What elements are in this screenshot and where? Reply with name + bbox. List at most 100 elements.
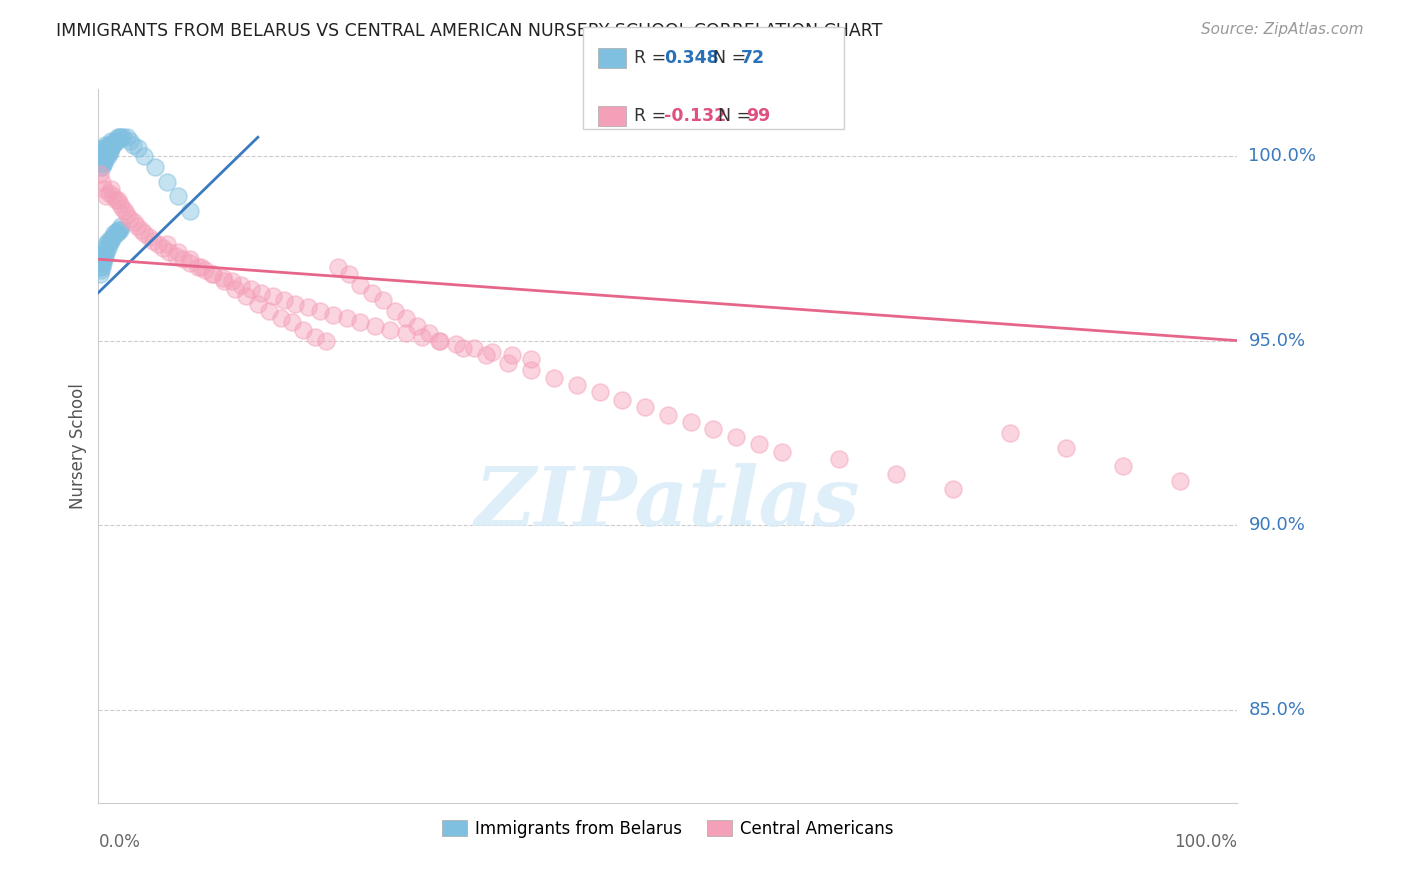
Point: [103, 137, 125, 152]
Point: [186, 260, 208, 274]
Point: [612, 392, 634, 407]
Point: [201, 267, 224, 281]
Point: [93, 244, 115, 259]
Point: [411, 330, 433, 344]
Point: [120, 211, 142, 226]
Point: [322, 308, 344, 322]
Point: [211, 270, 233, 285]
Point: [679, 415, 702, 429]
Point: [110, 219, 132, 233]
Text: R =: R =: [634, 49, 672, 67]
Point: [129, 223, 152, 237]
Point: [156, 237, 179, 252]
Point: [90, 145, 112, 159]
Point: [96, 189, 118, 203]
Point: [127, 219, 149, 233]
Point: [463, 341, 485, 355]
Point: [212, 275, 235, 289]
Text: N =: N =: [707, 107, 756, 125]
Point: [309, 304, 332, 318]
Point: [179, 256, 201, 270]
Point: [360, 285, 382, 300]
Point: [240, 282, 263, 296]
Text: -0.132: -0.132: [664, 107, 725, 125]
Point: [146, 237, 169, 252]
Point: [418, 326, 440, 341]
Point: [89, 267, 111, 281]
Point: [89, 167, 111, 181]
Point: [262, 289, 284, 303]
Point: [828, 452, 851, 467]
Point: [427, 334, 450, 348]
Point: [107, 193, 129, 207]
Point: [98, 145, 121, 159]
Point: [89, 160, 111, 174]
Point: [97, 237, 120, 252]
Point: [90, 160, 112, 174]
Point: [97, 145, 120, 159]
Point: [91, 249, 114, 263]
Point: [108, 223, 131, 237]
Point: [748, 437, 770, 451]
Text: 100.0%: 100.0%: [1249, 147, 1316, 165]
Point: [104, 227, 127, 241]
Point: [1054, 441, 1078, 455]
Text: 95.0%: 95.0%: [1249, 332, 1306, 350]
Point: [292, 322, 315, 336]
Point: [229, 278, 252, 293]
Point: [100, 141, 122, 155]
Point: [884, 467, 907, 481]
Text: 90.0%: 90.0%: [1249, 516, 1305, 534]
Point: [93, 141, 115, 155]
Point: [132, 227, 155, 241]
Point: [105, 134, 128, 148]
Point: [105, 227, 128, 241]
Point: [138, 230, 160, 244]
Point: [1170, 474, 1192, 488]
Point: [90, 156, 112, 170]
Point: [481, 344, 503, 359]
Point: [96, 141, 118, 155]
Point: [110, 130, 132, 145]
Point: [221, 275, 243, 289]
Text: IMMIGRANTS FROM BELARUS VS CENTRAL AMERICAN NURSERY SCHOOL CORRELATION CHART: IMMIGRANTS FROM BELARUS VS CENTRAL AMERI…: [56, 22, 883, 40]
Point: [90, 263, 112, 277]
Point: [194, 263, 217, 277]
Point: [91, 141, 114, 155]
Text: Source: ZipAtlas.com: Source: ZipAtlas.com: [1201, 22, 1364, 37]
Text: 0.348: 0.348: [664, 49, 718, 67]
Text: 72: 72: [741, 49, 765, 67]
Point: [111, 201, 134, 215]
Point: [444, 337, 467, 351]
Point: [202, 267, 225, 281]
Point: [702, 422, 724, 436]
Point: [157, 244, 180, 259]
Point: [107, 130, 129, 145]
Point: [315, 334, 337, 348]
Point: [115, 130, 138, 145]
Point: [190, 260, 212, 274]
Point: [96, 149, 118, 163]
Point: [94, 249, 117, 263]
Point: [89, 153, 111, 167]
Point: [998, 425, 1021, 440]
Point: [100, 234, 122, 248]
Point: [96, 237, 118, 252]
Point: [378, 322, 401, 336]
Point: [337, 267, 360, 281]
Point: [94, 241, 117, 255]
Point: [565, 378, 588, 392]
Point: [281, 315, 304, 329]
Point: [90, 149, 112, 163]
Point: [167, 189, 190, 203]
Point: [165, 249, 187, 263]
Point: [501, 348, 523, 362]
Point: [120, 134, 142, 148]
Text: 99: 99: [747, 107, 770, 125]
Point: [90, 260, 112, 274]
Point: [104, 193, 127, 207]
Point: [96, 244, 118, 259]
Point: [349, 278, 371, 293]
Point: [588, 385, 610, 400]
Point: [91, 256, 114, 270]
